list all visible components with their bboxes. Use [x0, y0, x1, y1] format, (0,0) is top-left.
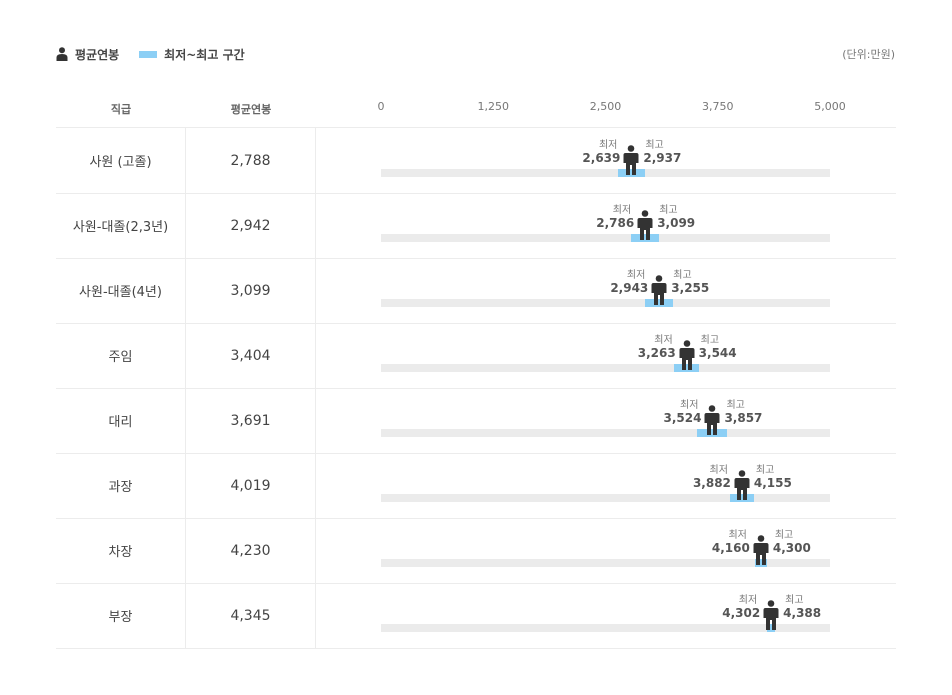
table-row: 대리 3,691 최저 3,524 최고 3,857: [56, 388, 896, 454]
range-track: [381, 364, 830, 372]
avg-person-marker: [753, 535, 769, 565]
min-label: 최저: [680, 400, 699, 411]
max-value: 3,857: [724, 411, 763, 425]
min-label: 최저: [626, 270, 646, 281]
avg-person-marker: [651, 275, 667, 305]
table-row: 사원-대졸(4년) 3,099 최저 2,943 최고 3,255: [56, 258, 896, 324]
salary-range-bar: [754, 559, 768, 567]
table-row: 과장 4,019 최저 3,882 최고 4,155: [56, 453, 896, 519]
max-value: 3,544: [698, 346, 737, 360]
avg-salary-cell: 4,230: [186, 518, 316, 583]
legend-range-label: 최저~최고 구간: [164, 47, 245, 62]
min-label: 최저: [612, 205, 632, 216]
salary-range-bar: [767, 624, 776, 632]
min-value: 3,882: [692, 476, 731, 490]
table-row: 부장 4,345 최저 4,302 최고 4,388: [56, 583, 896, 649]
max-label: 최고: [726, 400, 745, 411]
rank-cell: 사원-대졸(2,3년): [56, 193, 186, 258]
rank-cell: 부장: [56, 583, 186, 648]
max-label: 최고: [700, 335, 720, 346]
min-value: 2,639: [582, 151, 621, 165]
avg-person-marker: [734, 470, 750, 500]
x-tick-label: 0: [377, 100, 385, 113]
range-track: [381, 429, 830, 437]
min-value: 3,263: [637, 346, 676, 360]
max-label: 최고: [755, 465, 775, 476]
rank-cell: 사원 (고졸): [56, 128, 186, 193]
min-value: 2,943: [610, 281, 649, 295]
range-track: [381, 624, 830, 632]
rank-cell: 주임: [56, 323, 186, 388]
avg-person-marker: [623, 145, 639, 175]
max-value: 3,255: [671, 281, 710, 295]
table-row: 사원-대졸(2,3년) 2,942 최저 2,786 최고 3,099: [56, 193, 896, 259]
avg-person-marker: [637, 210, 653, 240]
max-value: 4,155: [753, 476, 792, 490]
x-tick-label: 1,250: [477, 100, 510, 113]
salary-range-bar: [645, 299, 674, 307]
legend: 평균연봉 최저~최고 구간: [56, 44, 245, 64]
table-header: 직급 평균연봉: [56, 95, 896, 128]
max-value: 4,300: [772, 541, 811, 555]
x-tick-label: 5,000: [814, 100, 846, 113]
salary-range-bar: [617, 169, 645, 177]
avg-person-marker: [763, 600, 779, 630]
max-value: 4,388: [783, 606, 822, 620]
rank-cell: 사원-대졸(4년): [56, 258, 186, 323]
salary-range-bar: [674, 364, 700, 372]
min-label: 최저: [598, 140, 618, 151]
range-swatch: [139, 50, 158, 58]
min-label: 최저: [728, 530, 747, 541]
min-label: 최저: [709, 465, 728, 476]
avg-salary-cell: 2,788: [186, 128, 316, 193]
range-track: [381, 169, 830, 177]
range-track: [381, 234, 830, 242]
max-label: 최고: [673, 270, 692, 281]
avg-person-marker: [704, 405, 720, 435]
range-track: [381, 559, 830, 567]
avg-salary-cell: 4,345: [186, 583, 316, 648]
person-icon: [56, 47, 68, 61]
salary-range-bar: [631, 234, 660, 242]
max-value: 3,099: [657, 216, 696, 230]
max-label: 최고: [645, 140, 664, 151]
min-value: 4,160: [711, 541, 750, 555]
salary-range-bar: [697, 429, 728, 437]
range-track: [381, 494, 830, 502]
x-tick-label: 2,500: [589, 100, 622, 113]
range-track: [381, 299, 830, 307]
max-value: 2,937: [643, 151, 682, 165]
min-label: 최저: [738, 595, 758, 606]
avg-person-marker: [679, 340, 695, 370]
rank-cell: 대리: [56, 388, 186, 453]
max-label: 최고: [774, 530, 794, 541]
avg-salary-cell: 4,019: [186, 453, 316, 518]
header-rank: 직급: [110, 103, 132, 116]
legend-avg-label: 평균연봉: [75, 47, 120, 62]
min-value: 4,302: [722, 606, 761, 620]
table-row: 주임 3,404 최저 3,263 최고 3,544: [56, 323, 896, 389]
table-row: 차장 4,230 최저 4,160 최고 4,300: [56, 518, 896, 584]
x-tick-label: 3,750: [702, 100, 734, 113]
header-avg: 평균연봉: [230, 103, 272, 116]
rank-cell: 과장: [56, 453, 186, 518]
avg-salary-cell: 3,404: [186, 323, 316, 388]
unit-label: (단위:만원): [842, 48, 895, 61]
table-row: 사원 (고졸) 2,788 최저 2,639 최고 2,937: [56, 128, 896, 194]
salary-range-bar: [729, 494, 755, 502]
min-value: 3,524: [663, 411, 702, 425]
max-label: 최고: [659, 205, 678, 216]
avg-salary-cell: 3,099: [186, 258, 316, 323]
avg-salary-cell: 3,691: [186, 388, 316, 453]
max-label: 최고: [785, 595, 804, 606]
avg-salary-cell: 2,942: [186, 193, 316, 258]
min-value: 2,786: [596, 216, 635, 230]
rank-cell: 차장: [56, 518, 186, 583]
min-label: 최저: [654, 335, 673, 346]
